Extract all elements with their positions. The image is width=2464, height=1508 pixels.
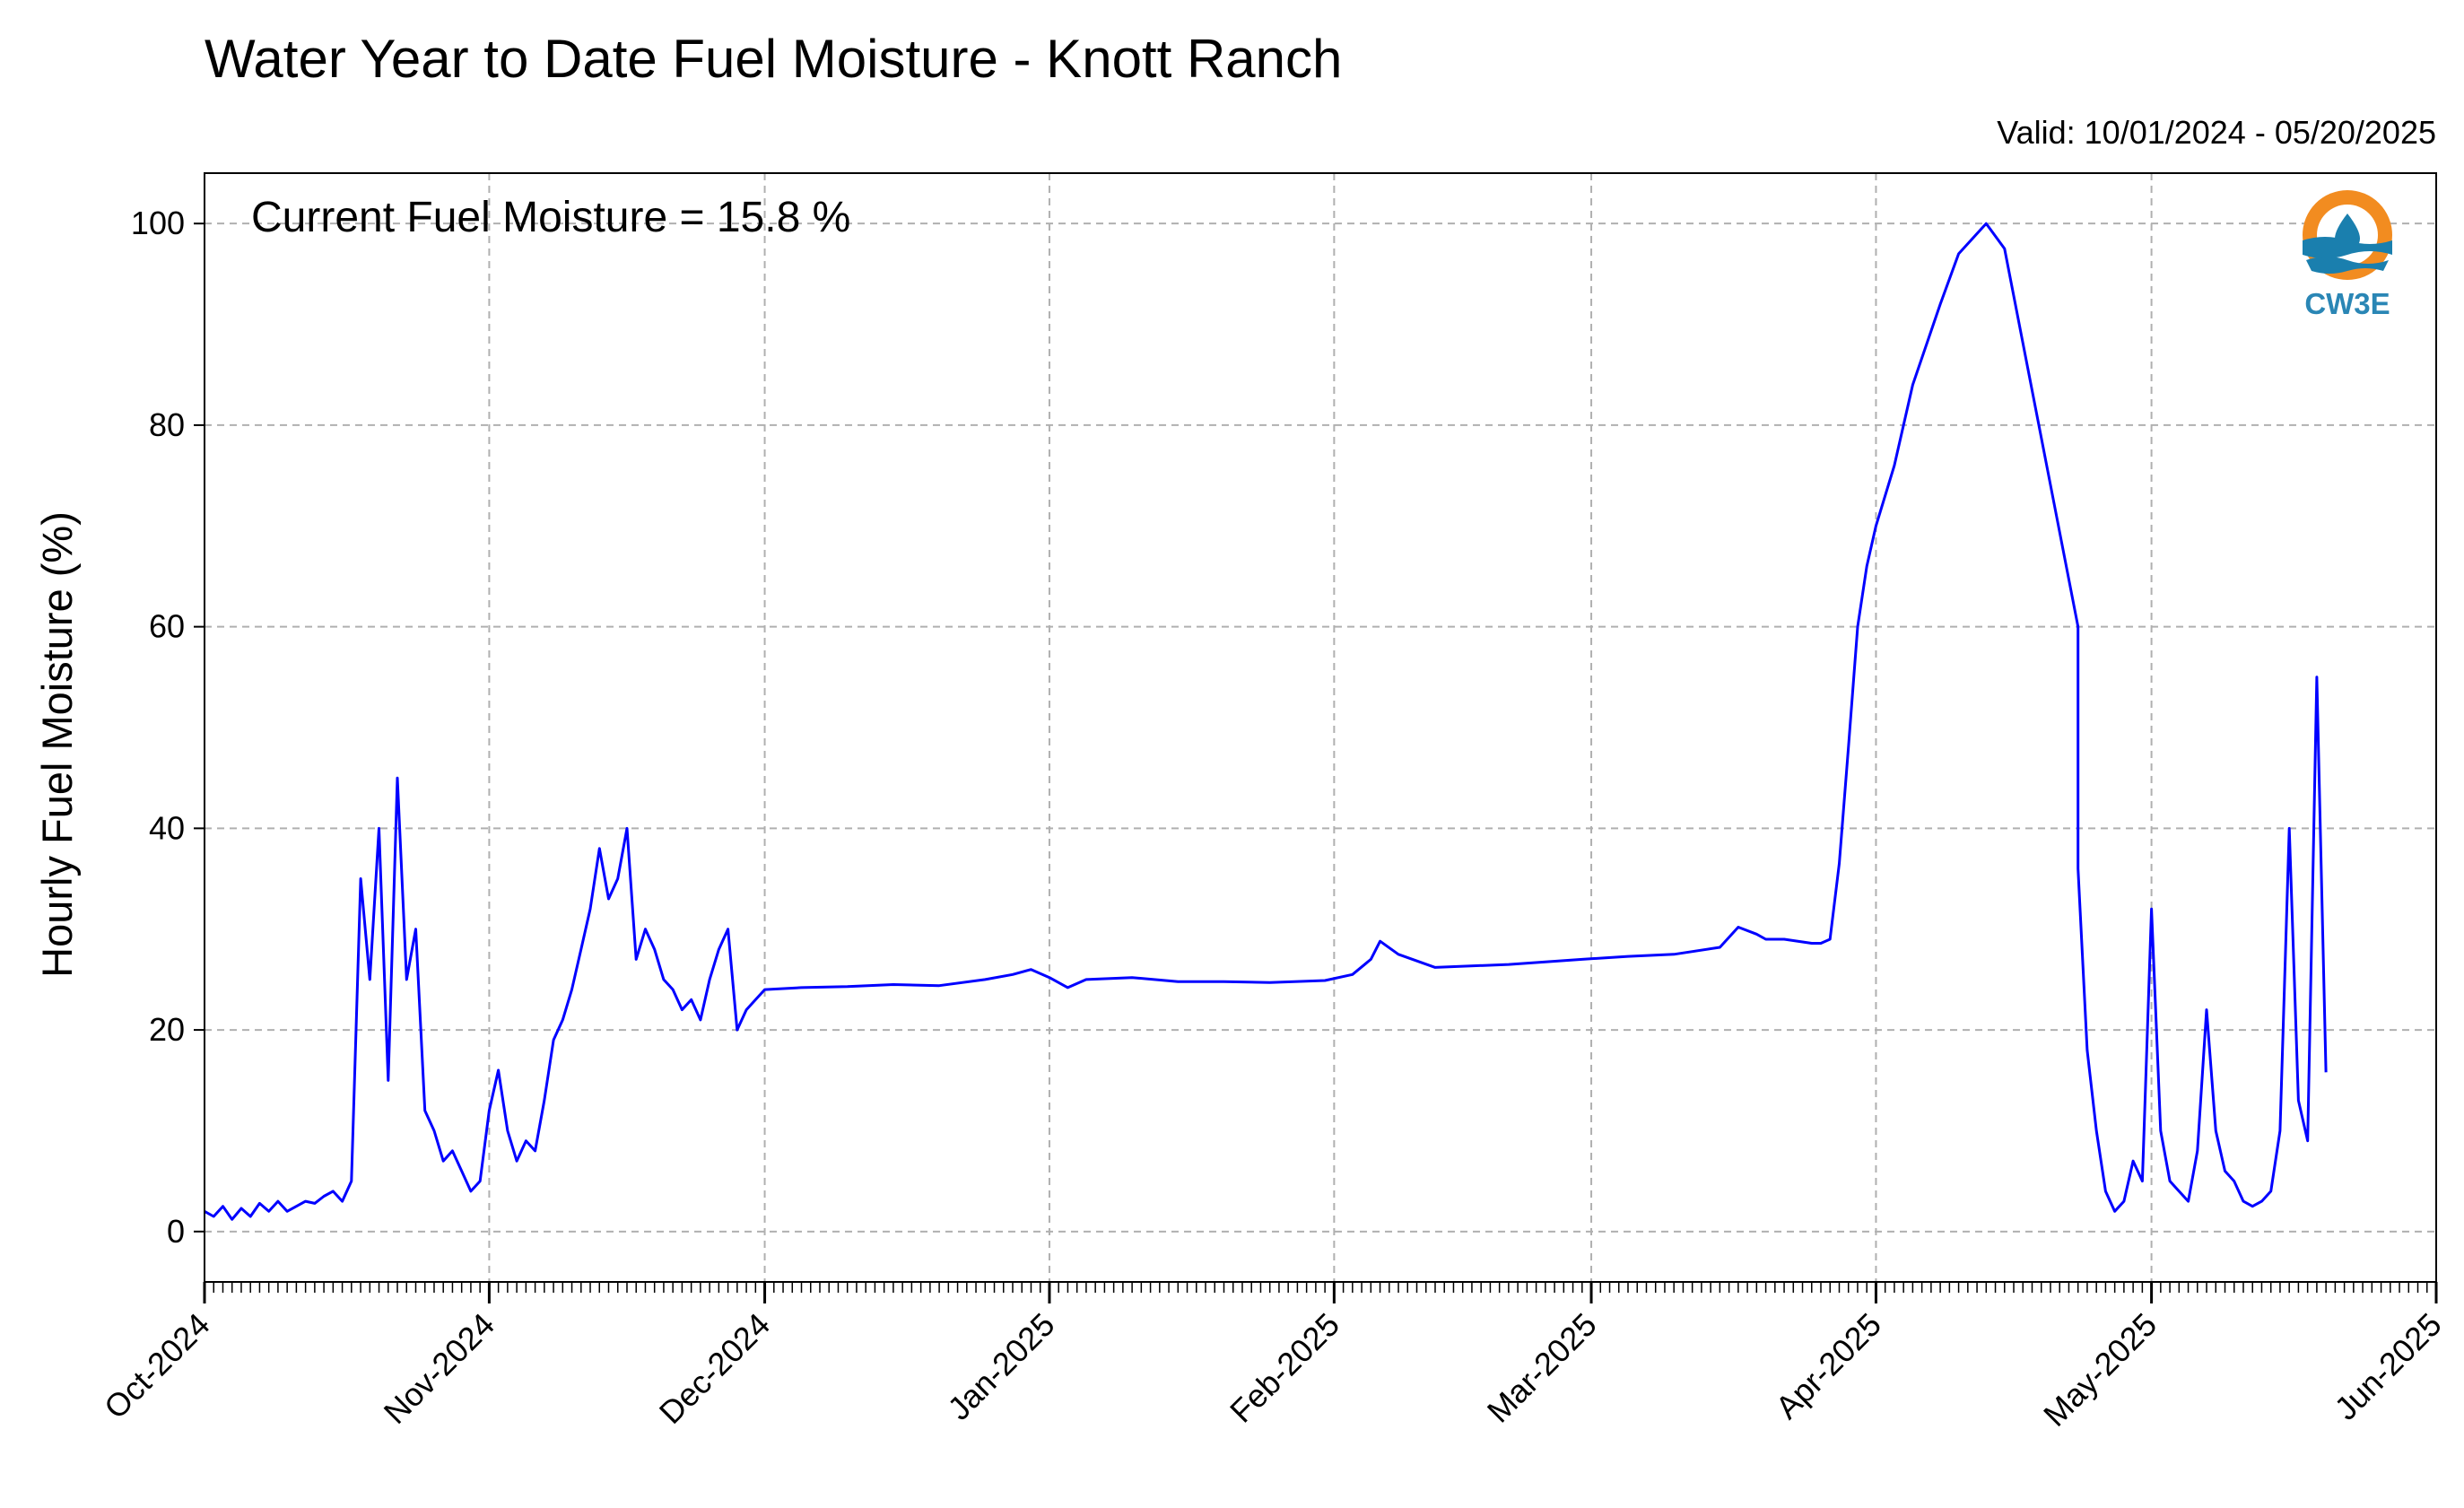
- x-tick-label: Dec-2024: [652, 1306, 777, 1431]
- y-axis: 0 20 40 60 80 100: [131, 205, 205, 1250]
- y-tick-label: 40: [149, 809, 185, 846]
- cw3e-logo: CW3E: [2303, 190, 2392, 320]
- current-fuel-moisture-annotation: Current Fuel Moisture = 15.8 %: [251, 194, 850, 241]
- logo-text: CW3E: [2304, 287, 2390, 320]
- fuel-moisture-line: [204, 222, 2328, 1221]
- x-tick-label: May-2025: [2036, 1306, 2164, 1434]
- y-tick-label: 20: [149, 1011, 185, 1048]
- grid-lines: [204, 173, 2437, 1282]
- x-axis: Oct-2024 Nov-2024 Dec-2024 Jan-2025 Feb-2025…: [97, 1282, 2449, 1434]
- y-tick-label: 60: [149, 608, 185, 645]
- plot-frame: [204, 172, 2437, 1283]
- y-axis-label: Hourly Fuel Moisture (%): [33, 511, 81, 978]
- data-line-layer: [204, 222, 2328, 1221]
- x-tick-label: Mar-2025: [1480, 1306, 1604, 1430]
- x-tick-label: Nov-2024: [377, 1306, 501, 1431]
- droplet-icon: [2335, 214, 2360, 251]
- y-tick-label: 80: [149, 406, 185, 443]
- chart-subtitle: Valid: 10/01/2024 - 05/20/2025: [1997, 114, 2436, 151]
- logo-water-waves-lower: [2306, 257, 2389, 274]
- x-tick-label: Apr-2025: [1768, 1306, 1888, 1426]
- y-tick-label: 0: [167, 1213, 185, 1250]
- x-tick-label: Feb-2025: [1223, 1306, 1346, 1430]
- chart-title: Water Year to Date Fuel Moisture - Knott…: [205, 29, 1342, 89]
- y-tick-label: 100: [131, 205, 185, 241]
- x-tick-label: Jun-2025: [2328, 1306, 2449, 1427]
- x-tick-label: Jan-2025: [940, 1306, 1061, 1427]
- x-tick-label: Oct-2024: [97, 1306, 217, 1426]
